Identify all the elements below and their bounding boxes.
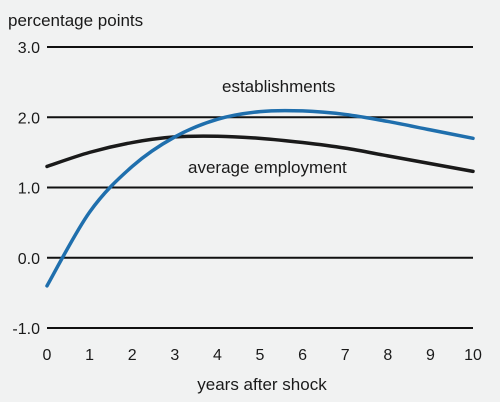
x-axis-label: years after shock xyxy=(197,375,327,394)
x-tick-label: 0 xyxy=(43,347,52,364)
x-tick-label: 5 xyxy=(256,347,265,364)
y-tick-label: 3.0 xyxy=(18,40,40,57)
series-line-average-employment xyxy=(45,134,475,174)
x-tick-label: 7 xyxy=(341,347,350,364)
y-tick-label: 1.0 xyxy=(18,181,40,198)
x-tick-label: 6 xyxy=(298,347,307,364)
x-tick-label: 3 xyxy=(170,347,179,364)
y-axis-label: percentage points xyxy=(8,11,143,30)
y-tick-label: -1.0 xyxy=(12,321,40,338)
y-tick-labels: -1.0 0.0 1.0 2.0 3.0 xyxy=(12,40,40,338)
x-tick-label: 10 xyxy=(464,347,482,364)
x-tick-label: 4 xyxy=(213,347,222,364)
y-tick-label: 2.0 xyxy=(18,110,40,127)
x-tick-label: 2 xyxy=(128,347,137,364)
series-lines xyxy=(45,108,475,288)
x-tick-label: 9 xyxy=(426,347,435,364)
x-tick-labels: 0 1 2 3 4 5 6 7 8 9 10 xyxy=(43,347,482,364)
series-label-average-employment: average employment xyxy=(188,158,347,177)
series-line-establishments xyxy=(45,108,475,288)
series-label-establishments: establishments xyxy=(222,77,335,96)
x-tick-label: 1 xyxy=(85,347,94,364)
y-tick-label: 0.0 xyxy=(18,251,40,268)
gridlines xyxy=(47,46,473,329)
x-tick-label: 8 xyxy=(383,347,392,364)
